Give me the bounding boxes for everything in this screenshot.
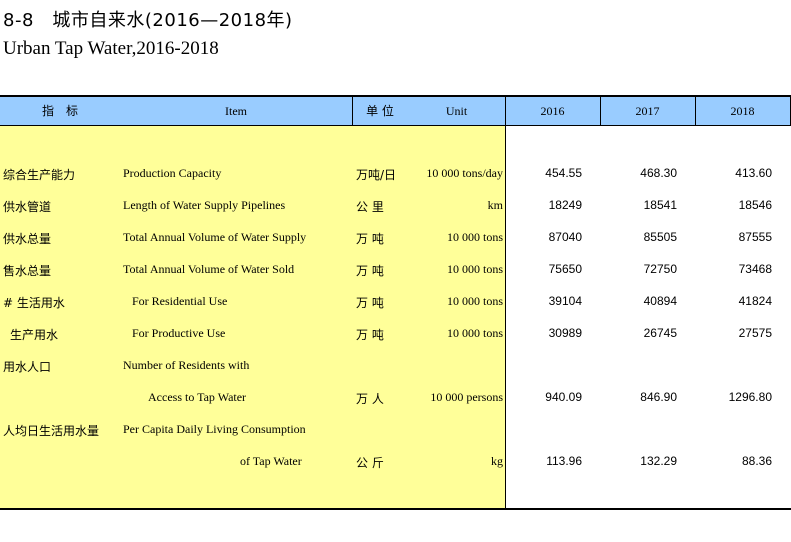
value-2018: 1296.80 bbox=[728, 390, 772, 404]
header-unit-cn: 单 位 bbox=[366, 104, 394, 118]
value-2016: 940.09 bbox=[545, 390, 582, 404]
header-year-2016: 2016 bbox=[540, 104, 565, 118]
data-column-divider bbox=[505, 97, 506, 508]
row-label-cn: # 生活用水 bbox=[3, 296, 65, 310]
value-2017: 132.29 bbox=[640, 454, 677, 468]
row-unit-en: kg bbox=[491, 454, 503, 468]
row-unit-en: 10 000 persons bbox=[430, 390, 503, 404]
row-unit-en: 10 000 tons/day bbox=[426, 166, 503, 180]
value-2016: 75650 bbox=[548, 262, 582, 276]
row-unit-cn: 万 吨 bbox=[356, 264, 384, 278]
row-unit-cn: 万 吨 bbox=[356, 296, 384, 310]
row-label-cn: 用水人口 bbox=[3, 360, 52, 374]
value-2018: 87555 bbox=[738, 230, 772, 244]
row-unit-en: km bbox=[487, 198, 503, 212]
row-label-cn: 生产用水 bbox=[10, 328, 59, 342]
row-label-en: For Residential Use bbox=[132, 294, 228, 308]
header-item: Item bbox=[225, 104, 247, 118]
value-2018: 18546 bbox=[738, 198, 772, 212]
value-2017: 72750 bbox=[643, 262, 677, 276]
row-label-cn: 综合生产能力 bbox=[3, 168, 76, 182]
header-bottom-rule bbox=[0, 125, 791, 126]
row-unit-cn: 公 斤 bbox=[356, 456, 384, 470]
row-label-en-continued: Access to Tap Water bbox=[148, 390, 247, 404]
label-column-background bbox=[0, 97, 506, 508]
row-label-en: Total Annual Volume of Water Sold bbox=[123, 262, 295, 276]
value-2017: 846.90 bbox=[640, 390, 677, 404]
value-2016: 39104 bbox=[548, 294, 582, 308]
row-unit-cn: 万 人 bbox=[356, 392, 384, 406]
row-unit-en: 10 000 tons bbox=[446, 262, 503, 276]
value-2018: 41824 bbox=[738, 294, 772, 308]
value-2016: 87040 bbox=[548, 230, 582, 244]
row-unit-en: 10 000 tons bbox=[446, 230, 503, 244]
header-top-rule bbox=[0, 95, 791, 97]
header-divider bbox=[695, 97, 696, 125]
header-year-2018: 2018 bbox=[730, 104, 755, 118]
header-divider bbox=[352, 97, 353, 125]
value-2017: 468.30 bbox=[640, 166, 677, 180]
row-label-en: Per Capita Daily Living Consumption bbox=[123, 422, 306, 436]
value-2016: 30989 bbox=[548, 326, 582, 340]
value-2017: 85505 bbox=[643, 230, 677, 244]
value-2017: 18541 bbox=[643, 198, 677, 212]
header-divider bbox=[600, 97, 601, 125]
header-unit-en: Unit bbox=[445, 104, 468, 118]
value-2016: 113.96 bbox=[546, 454, 582, 468]
value-2016: 454.55 bbox=[545, 166, 582, 180]
row-unit-cn: 万吨/日 bbox=[356, 168, 397, 182]
table-bottom-rule bbox=[0, 508, 791, 510]
row-unit-cn: 万 吨 bbox=[356, 232, 384, 246]
row-label-cn: 售水总量 bbox=[3, 264, 52, 278]
row-label-en: Total Annual Volume of Water Supply bbox=[123, 230, 307, 244]
value-2018: 27575 bbox=[738, 326, 772, 340]
row-unit-cn: 公 里 bbox=[356, 200, 384, 214]
page-title-cn: 8-8 城市自来水(2016—2018年) bbox=[3, 10, 293, 31]
value-2018: 413.60 bbox=[735, 166, 772, 180]
row-label-en-continued: of Tap Water bbox=[240, 454, 302, 468]
value-2017: 26745 bbox=[643, 326, 677, 340]
value-2018: 88.36 bbox=[741, 454, 772, 468]
table-header-background bbox=[0, 97, 791, 125]
row-unit-cn: 万 吨 bbox=[356, 328, 384, 342]
value-2017: 40894 bbox=[643, 294, 677, 308]
row-label-cn: 人均日生活用水量 bbox=[3, 424, 100, 438]
row-label-cn: 供水管道 bbox=[3, 200, 52, 214]
row-label-en: Production Capacity bbox=[123, 166, 222, 180]
row-label-en: Number of Residents with bbox=[123, 358, 250, 372]
row-unit-en: 10 000 tons bbox=[446, 326, 503, 340]
value-2016: 18249 bbox=[548, 198, 582, 212]
header-year-2017: 2017 bbox=[635, 104, 660, 118]
header-indicator: 指 标 bbox=[41, 104, 78, 118]
page-title-en: Urban Tap Water,2016-2018 bbox=[3, 38, 219, 59]
row-label-en: Length of Water Supply Pipelines bbox=[123, 198, 286, 212]
value-2018: 73468 bbox=[738, 262, 772, 276]
row-label-cn: 供水总量 bbox=[3, 232, 52, 246]
row-unit-en: 10 000 tons bbox=[446, 294, 503, 308]
row-label-en: For Productive Use bbox=[132, 326, 226, 340]
